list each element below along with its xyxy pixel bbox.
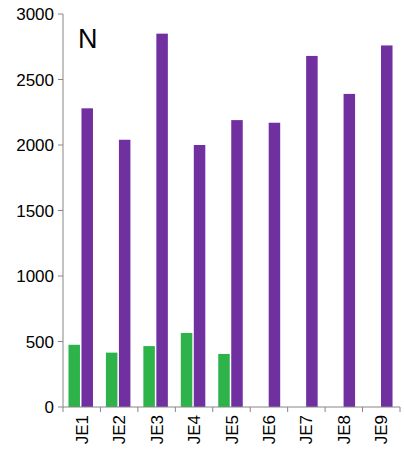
y-tick-label: 500 — [26, 333, 54, 352]
y-tick — [58, 79, 63, 80]
y-tick — [58, 14, 63, 15]
x-tick — [250, 407, 251, 412]
x-tick — [400, 407, 401, 412]
x-tick-label: JE6 — [260, 415, 279, 444]
x-axis-line — [63, 407, 400, 408]
x-tick — [362, 407, 363, 412]
x-tick-label: JE9 — [372, 415, 391, 444]
x-tick — [100, 407, 101, 412]
bar — [231, 120, 243, 407]
x-tick-label: JE7 — [297, 415, 316, 444]
x-tick-label: JE1 — [73, 415, 92, 444]
x-tick — [137, 407, 138, 412]
bar — [119, 140, 130, 407]
chart-container: 0 500 1000 1500 2000 2500 3000 JE1 JE2 JE3 JE4 JE5 J… — [0, 0, 404, 451]
x-tick — [175, 407, 176, 412]
chart-title: N — [78, 24, 98, 54]
y-tick-label: 1500 — [16, 202, 54, 221]
x-tick-label: JE4 — [185, 415, 204, 444]
x-tick-label: JE8 — [335, 415, 354, 444]
bar — [218, 354, 230, 407]
bar — [81, 108, 93, 407]
y-tick-label: 0 — [45, 398, 54, 417]
x-tick — [287, 407, 288, 412]
bar — [156, 34, 168, 407]
y-tick-label: 2000 — [16, 136, 54, 155]
chart-svg: 0 500 1000 1500 2000 2500 3000 JE1 JE2 JE3 JE4 JE5 J… — [0, 0, 404, 451]
x-tick — [325, 407, 326, 412]
bar — [344, 94, 356, 407]
bar — [106, 353, 118, 407]
bar — [381, 45, 393, 407]
y-tick — [58, 276, 63, 277]
y-tick — [58, 407, 63, 408]
bar — [194, 145, 206, 407]
x-tick — [212, 407, 213, 412]
x-tick — [63, 407, 64, 412]
y-tick-label: 3000 — [16, 5, 54, 24]
y-tick — [58, 210, 63, 211]
x-tick-label: JE5 — [223, 415, 242, 444]
bar — [143, 346, 155, 407]
bar — [306, 56, 318, 407]
y-tick-label: 1000 — [16, 267, 54, 286]
y-tick-label: 2500 — [16, 71, 54, 90]
bar — [181, 333, 193, 407]
y-tick — [58, 341, 63, 342]
y-tick — [58, 145, 63, 146]
x-tick-label: JE3 — [148, 415, 167, 444]
background — [0, 0, 404, 451]
x-tick-label: JE2 — [110, 415, 129, 444]
bars — [68, 34, 392, 407]
bar — [68, 345, 80, 407]
bar — [269, 123, 281, 407]
